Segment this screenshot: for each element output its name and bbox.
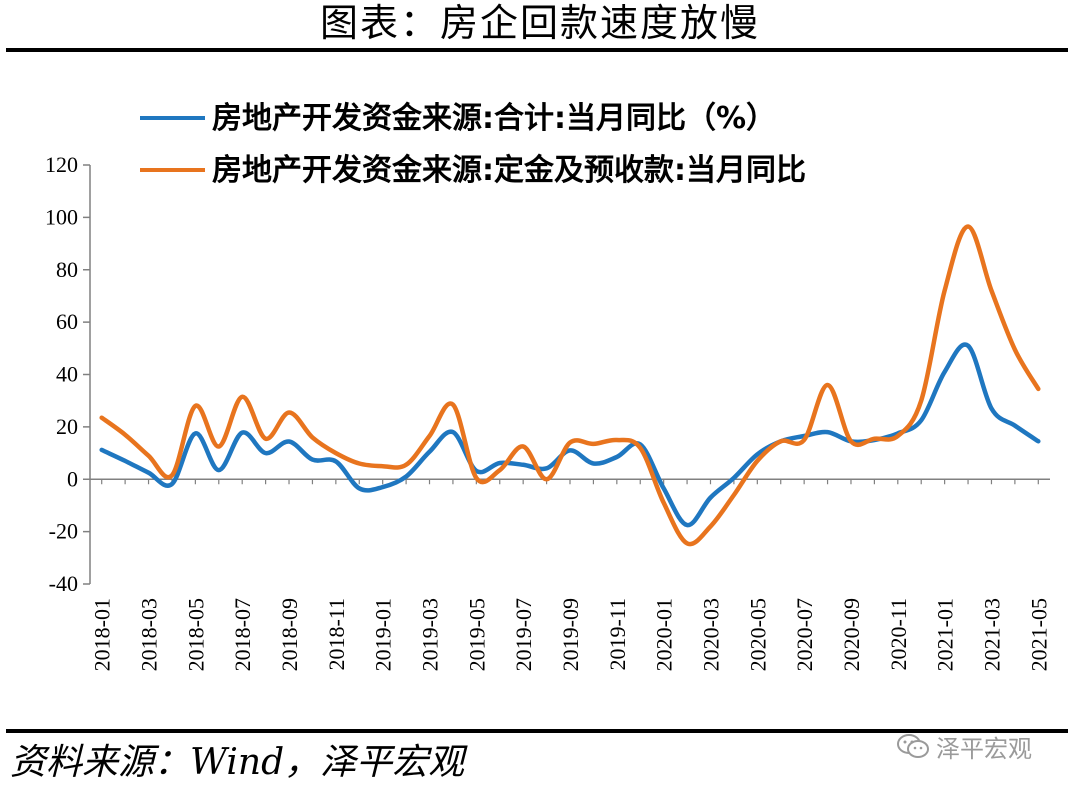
- watermark-text: 泽平宏观: [936, 734, 1032, 763]
- y-tick-label: -40: [49, 571, 78, 596]
- y-tick-label: -20: [49, 519, 78, 544]
- x-tick-label: 2019-07: [511, 598, 536, 671]
- chart-axes: -40 -20 0 20 40 60 80 100 120 2018-01 2018-03 2018-…: [45, 152, 1051, 671]
- y-tick-label: 40: [56, 362, 78, 387]
- page-title: 图表：房企回款速度放慢: [319, 1, 760, 45]
- x-tick-label: 2019-03: [418, 598, 443, 671]
- x-tick-label: 2018-07: [230, 598, 255, 671]
- y-tick-label: 20: [56, 414, 78, 439]
- legend: 房地产开发资金来源:合计:当月同比（%） 房地产开发资金来源:定金及预收款:当月…: [140, 101, 806, 188]
- y-tick-label: 60: [56, 309, 78, 334]
- wechat-icon: [897, 734, 929, 758]
- x-tick-label: 2020-07: [792, 598, 817, 671]
- x-tick-label: 2020-11: [886, 598, 911, 671]
- x-tick-label: 2021-03: [979, 598, 1004, 671]
- x-tick-label: 2019-09: [558, 598, 583, 671]
- x-tick-label: 2018-11: [324, 598, 349, 671]
- title-divider: [6, 48, 1068, 52]
- chart-series: [99, 224, 1041, 547]
- x-tick-label: 2020-09: [839, 598, 864, 671]
- x-tick-label: 2019-11: [605, 598, 630, 671]
- y-tick-label: 120: [45, 152, 78, 177]
- x-tick-label: 2018-03: [137, 598, 162, 671]
- legend-label-series-1: 房地产开发资金来源:合计:当月同比（%）: [212, 101, 776, 136]
- x-tick-label: 2020-05: [745, 598, 770, 671]
- watermark: 泽平宏观: [896, 728, 1032, 764]
- x-tick-label: 2020-01: [652, 598, 677, 671]
- legend-label-series-2: 房地产开发资金来源:定金及预收款:当月同比: [212, 153, 806, 188]
- x-tick-label: 2019-05: [464, 598, 489, 671]
- series-line-2: [99, 224, 1041, 547]
- line-chart: 房地产开发资金来源:合计:当月同比（%） 房地产开发资金来源:定金及预收款:当月…: [45, 101, 1051, 671]
- y-tick-label: 80: [56, 257, 78, 282]
- y-tick-label: 0: [67, 466, 78, 491]
- x-tick-label: 2018-01: [90, 598, 115, 671]
- x-tick-label: 2021-01: [933, 598, 958, 671]
- x-tick-label: 2018-09: [277, 598, 302, 671]
- x-tick-label: 2020-03: [698, 598, 723, 671]
- source-note: 资料来源：Wind，泽平宏观: [10, 742, 465, 783]
- x-tick-label: 2021-05: [1026, 598, 1051, 671]
- x-tick-label: 2019-01: [371, 598, 396, 671]
- footer-divider: [6, 729, 1068, 733]
- y-tick-label: 100: [45, 204, 78, 229]
- x-tick-label: 2018-05: [183, 598, 208, 671]
